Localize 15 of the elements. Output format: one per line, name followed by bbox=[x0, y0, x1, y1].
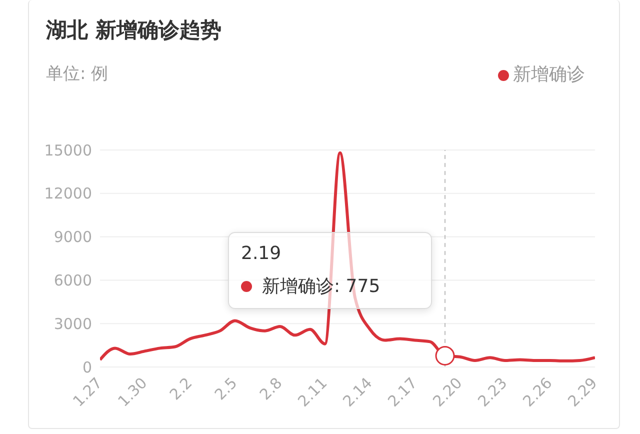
annotation: 新增确诊: 775 bbox=[262, 275, 380, 298]
y-tick-label: 0 bbox=[82, 358, 92, 376]
chart-title: 湖北 新增确诊趋势 bbox=[46, 17, 222, 44]
y-tick-label: 12000 bbox=[44, 184, 92, 203]
y-tick-label: 3000 bbox=[54, 314, 92, 333]
legend-label: 新增确诊 bbox=[513, 64, 585, 85]
y-tick-label: 9000 bbox=[54, 228, 92, 246]
x-tick-label: 2.2 bbox=[166, 374, 196, 404]
x-tick-label: 2.5 bbox=[211, 374, 241, 404]
y-tick-label: 6000 bbox=[54, 272, 92, 290]
x-tick-label: 2.8 bbox=[256, 374, 286, 404]
annotation: 2.19 bbox=[241, 243, 282, 264]
tooltip-box: 2.19 新增确诊: 775 bbox=[228, 232, 432, 309]
y-axis-title: 单位: 例 bbox=[46, 63, 108, 85]
y-tick-label: 15000 bbox=[44, 141, 92, 160]
